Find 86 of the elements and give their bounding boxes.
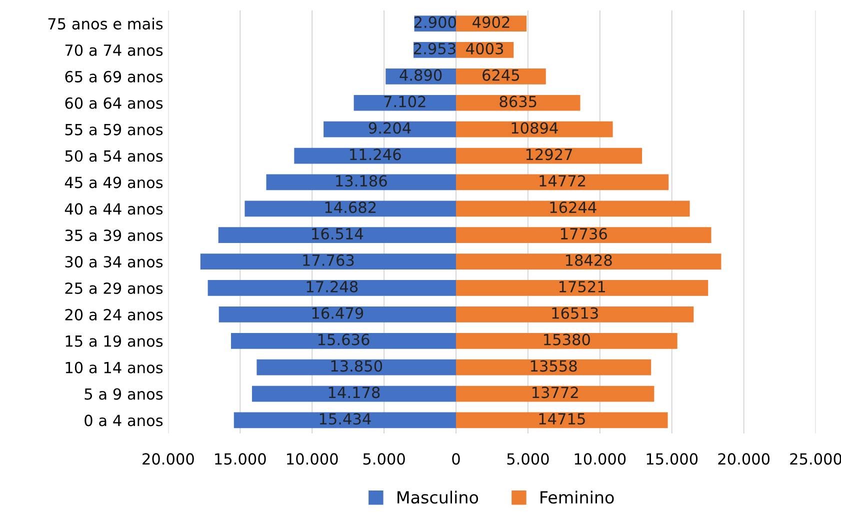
data-label: 17.763: [303, 254, 354, 266]
data-label: 12927: [526, 148, 572, 160]
data-label: 10894: [512, 122, 558, 134]
data-label: 8635: [500, 96, 536, 108]
data-label: 15380: [544, 334, 590, 346]
x-tick-label: 20.000: [718, 453, 770, 465]
y-tick-label: 70 a 74 anos: [65, 44, 163, 56]
data-label: 4.890: [400, 69, 442, 81]
data-label: 13772: [532, 386, 578, 398]
bar: [244, 200, 456, 217]
data-label: 16244: [550, 202, 596, 214]
bar: [456, 148, 642, 164]
data-label: 15.636: [318, 334, 370, 346]
legend-label: Feminino: [540, 490, 614, 504]
data-label: 13.186: [336, 175, 387, 187]
data-label: 16.514: [312, 228, 364, 240]
x-tick-label: 15.000: [215, 453, 266, 465]
bar: [456, 227, 712, 244]
x-tick-label: 25.000: [790, 453, 841, 465]
bar: [266, 174, 456, 190]
data-label: 4902: [472, 16, 510, 28]
data-label: 7.102: [384, 96, 426, 108]
bar: [456, 412, 668, 428]
bar: [456, 121, 613, 138]
bar: [456, 280, 708, 296]
bar: [208, 280, 456, 296]
y-tick-label: 60 a 64 anos: [65, 97, 163, 109]
bar: [200, 254, 456, 270]
data-label: 17521: [559, 280, 605, 292]
data-label: 18428: [566, 254, 612, 266]
data-label: 4003: [466, 42, 504, 54]
data-label: 13.850: [331, 360, 382, 372]
y-tick-label: 0 a 4 anos: [84, 414, 163, 426]
bar: [456, 306, 694, 322]
data-label: 17.248: [306, 280, 358, 292]
y-tick-label: 10 a 14 anos: [66, 362, 163, 374]
data-label: 14715: [539, 413, 585, 425]
bar: [456, 200, 690, 217]
x-tick-label: 15.000: [646, 453, 698, 465]
bar: [456, 68, 546, 84]
data-label: 2.953: [414, 42, 456, 54]
bar: [456, 386, 654, 402]
bar: [218, 306, 456, 322]
y-tick-label: 75 anos e mais: [48, 18, 163, 30]
bar: [456, 94, 580, 111]
x-tick-label: 20.000: [142, 453, 194, 465]
bar: [231, 332, 456, 349]
y-tick-label: 40 a 44 anos: [64, 203, 163, 215]
y-tick-label: 20 a 24 anos: [65, 308, 163, 320]
data-label: 14.682: [325, 202, 376, 214]
data-label: 14772: [540, 175, 586, 186]
data-label: 6245: [482, 69, 520, 81]
x-tick-label: 10.000: [574, 453, 626, 465]
bar: [456, 359, 652, 376]
y-tick-label: 25 a 29 anos: [65, 282, 163, 294]
data-label: 15.434: [320, 413, 371, 425]
y-tick-label: 5 a 9 anos: [84, 388, 163, 400]
y-tick-label: 55 a 59 anos: [65, 124, 163, 136]
bar: [252, 386, 456, 402]
bar: [456, 254, 722, 270]
bar: [456, 332, 678, 349]
bar: [324, 121, 456, 138]
bar: [256, 359, 456, 376]
data-label: 11.246: [350, 148, 401, 160]
bar: [218, 227, 456, 244]
y-tick-label: 45 a 49 anos: [64, 176, 163, 188]
bar: [354, 94, 456, 111]
bar: [456, 174, 669, 190]
y-tick-label: 30 a 34 anos: [65, 256, 163, 268]
y-tick-label: 65 a 69 anos: [65, 70, 163, 82]
y-tick-label: 35 a 39 anos: [65, 230, 163, 242]
x-tick-label: 5.000: [507, 453, 549, 465]
data-label: 14.178: [328, 386, 380, 398]
legend-label: Masculino: [398, 490, 478, 504]
data-label: 13558: [530, 360, 577, 372]
x-tick-label: 0: [452, 453, 460, 465]
data-label: 9.204: [368, 122, 411, 134]
y-tick-label: 50 a 54 anos: [65, 150, 163, 162]
x-tick-label: 5.000: [363, 453, 405, 465]
data-label: 16513: [552, 307, 598, 319]
y-tick-label: 15 a 19 anos: [66, 335, 163, 347]
bar: [294, 148, 456, 164]
data-label: 16.479: [312, 307, 364, 319]
data-label: 17736: [561, 228, 607, 240]
x-tick-label: 10.000: [287, 453, 338, 465]
bar: [234, 412, 456, 428]
